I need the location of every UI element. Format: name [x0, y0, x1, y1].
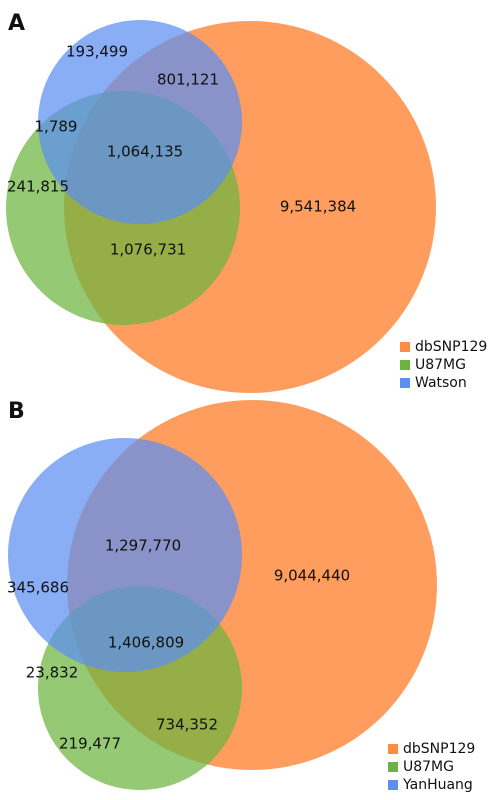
- set-circle: [38, 20, 242, 224]
- region-count: 1,064,135: [107, 143, 183, 161]
- region-count: 1,297,770: [105, 537, 181, 555]
- region-count: 23,832: [26, 664, 79, 682]
- region-count: 801,121: [157, 71, 219, 89]
- legend-swatch: [400, 360, 410, 370]
- legend-swatch: [400, 342, 410, 352]
- region-count: 9,541,384: [280, 198, 356, 216]
- region-count: 9,044,440: [274, 567, 350, 585]
- region-count: 734,352: [156, 716, 218, 734]
- legend-text: U87MG: [415, 357, 466, 373]
- legend-swatch: [388, 762, 398, 772]
- panel-label: B: [8, 399, 25, 424]
- legend-text: dbSNP129: [403, 741, 475, 757]
- region-count: 1,076,731: [110, 241, 186, 259]
- region-count: 345,686: [7, 579, 69, 597]
- panel-label: A: [8, 11, 25, 36]
- legend-swatch: [388, 780, 398, 790]
- legend-text: YanHuang: [402, 777, 473, 793]
- region-count: 1,789: [35, 118, 78, 136]
- set-circle: [8, 438, 242, 672]
- region-count: 241,815: [7, 178, 69, 196]
- region-count: 219,477: [59, 735, 121, 753]
- legend-text: U87MG: [403, 759, 454, 775]
- legend-swatch: [388, 744, 398, 754]
- region-count: 1,406,809: [108, 634, 184, 652]
- legend-swatch: [400, 378, 410, 388]
- region-count: 193,499: [66, 43, 128, 61]
- legend-text: dbSNP129: [415, 339, 487, 355]
- legend-text: Watson: [415, 375, 467, 391]
